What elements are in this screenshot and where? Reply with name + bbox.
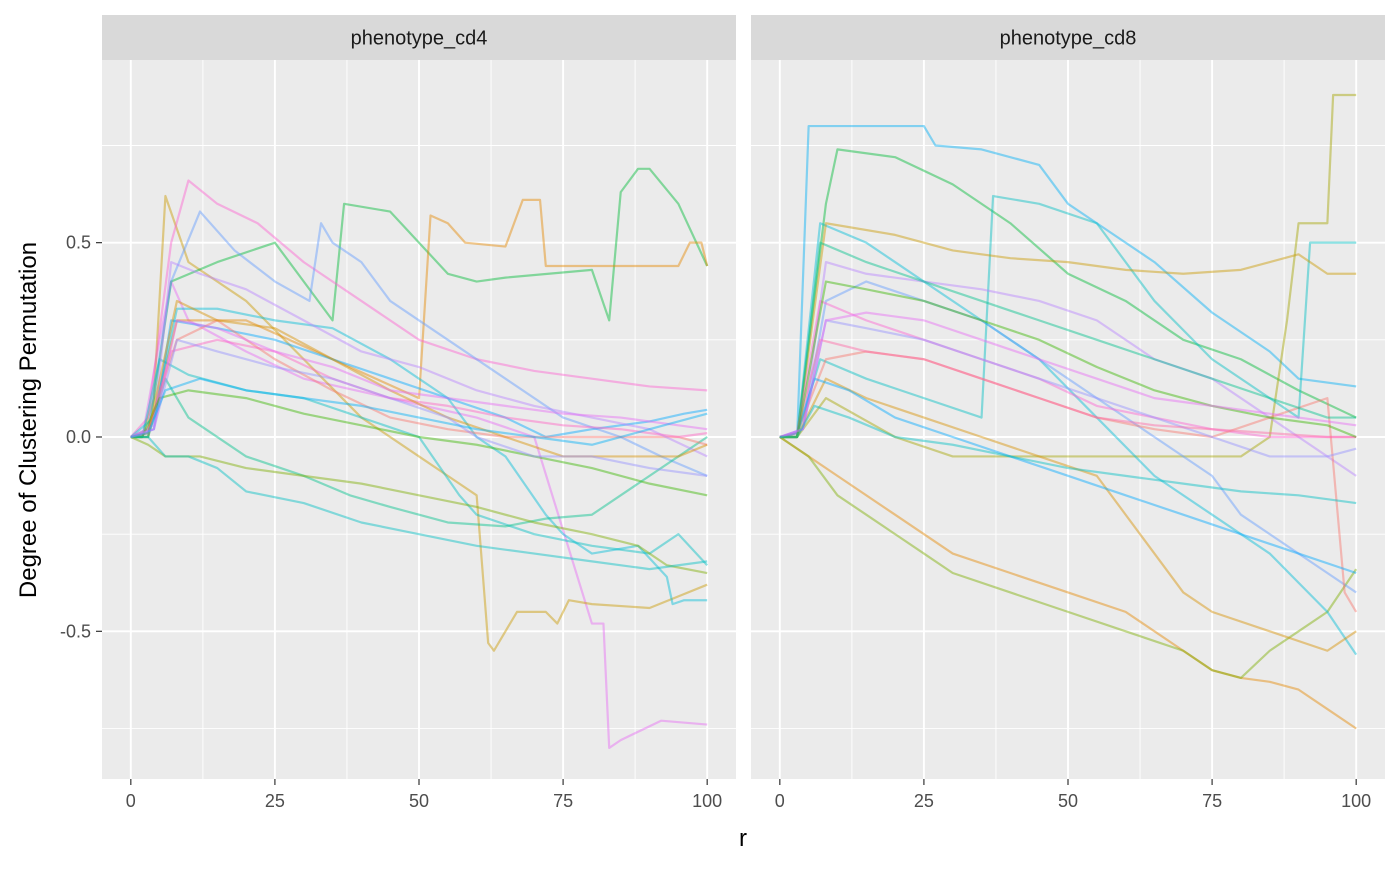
y-tick-label: 0.0 bbox=[66, 427, 91, 447]
series-line-2 bbox=[130, 167, 709, 439]
series-line-14 bbox=[130, 389, 708, 497]
series-line-17 bbox=[779, 280, 1357, 439]
series-line-6 bbox=[130, 307, 708, 606]
series-line-11 bbox=[779, 350, 1358, 613]
series-line-9 bbox=[779, 261, 1357, 477]
x-tick-label: 50 bbox=[409, 791, 429, 811]
y-tick-label: 0.5 bbox=[66, 233, 91, 253]
x-tick-label: 50 bbox=[1058, 791, 1078, 811]
facet-strip bbox=[102, 15, 736, 60]
series-line-16 bbox=[130, 299, 708, 458]
series-line-19 bbox=[779, 404, 1357, 505]
series-line-15 bbox=[130, 435, 708, 571]
series-line-3 bbox=[130, 198, 709, 439]
x-tick-label: 0 bbox=[775, 791, 785, 811]
series-line-7 bbox=[779, 194, 1357, 439]
series-line-10 bbox=[779, 299, 1357, 439]
series-line-19 bbox=[130, 377, 708, 446]
series-line-8 bbox=[130, 377, 708, 528]
series-line-4 bbox=[779, 436, 1358, 680]
series-line-0 bbox=[130, 280, 708, 750]
series-line-4 bbox=[129, 179, 708, 438]
series-line-1 bbox=[130, 194, 708, 652]
series-line-16 bbox=[779, 377, 1357, 575]
x-tick-label: 100 bbox=[692, 791, 722, 811]
series-line-7 bbox=[130, 358, 708, 566]
series-line-6 bbox=[779, 280, 1357, 594]
x-tick-label: 25 bbox=[914, 791, 934, 811]
series-line-5 bbox=[130, 210, 708, 477]
panel-phenotype_cd8: phenotype_cd8 0 25 50 75 100 bbox=[751, 15, 1385, 811]
series-line-12 bbox=[779, 241, 1357, 439]
series-line-10 bbox=[130, 319, 708, 439]
series-group bbox=[129, 167, 709, 750]
series-line-8 bbox=[779, 222, 1357, 439]
series-group bbox=[779, 93, 1358, 730]
series-line-5 bbox=[779, 222, 1358, 656]
facet-strip-label: phenotype_cd8 bbox=[1000, 28, 1137, 50]
series-line-13 bbox=[130, 338, 708, 439]
panel-phenotype_cd4: phenotype_cd4 0 25 50 75 100 -0.5 0.0 0.5 bbox=[60, 15, 736, 811]
series-line-13 bbox=[779, 377, 1357, 652]
series-line-17 bbox=[130, 338, 708, 477]
x-tick-label: 75 bbox=[1202, 791, 1222, 811]
series-line-2 bbox=[779, 93, 1357, 458]
x-tick-label: 75 bbox=[553, 791, 573, 811]
series-line-14 bbox=[779, 319, 1357, 458]
facet-strip-label: phenotype_cd4 bbox=[351, 28, 488, 50]
series-line-9 bbox=[130, 435, 708, 575]
y-tick-label: -0.5 bbox=[60, 621, 91, 641]
series-line-0 bbox=[779, 124, 1357, 439]
series-line-3 bbox=[779, 436, 1357, 730]
series-line-1 bbox=[779, 148, 1357, 439]
series-line-18 bbox=[779, 311, 1357, 439]
x-tick-label: 25 bbox=[265, 791, 285, 811]
series-line-18 bbox=[130, 319, 708, 439]
y-axis-title: Degree of Clustering Permutation bbox=[15, 242, 42, 598]
x-tick-label: 100 bbox=[1341, 791, 1371, 811]
series-line-11 bbox=[130, 319, 708, 446]
series-line-12 bbox=[130, 261, 708, 458]
series-line-15 bbox=[779, 338, 1357, 439]
x-axis-title: r bbox=[739, 825, 747, 852]
facet-strip bbox=[751, 15, 1385, 60]
x-tick-label: 0 bbox=[126, 791, 136, 811]
